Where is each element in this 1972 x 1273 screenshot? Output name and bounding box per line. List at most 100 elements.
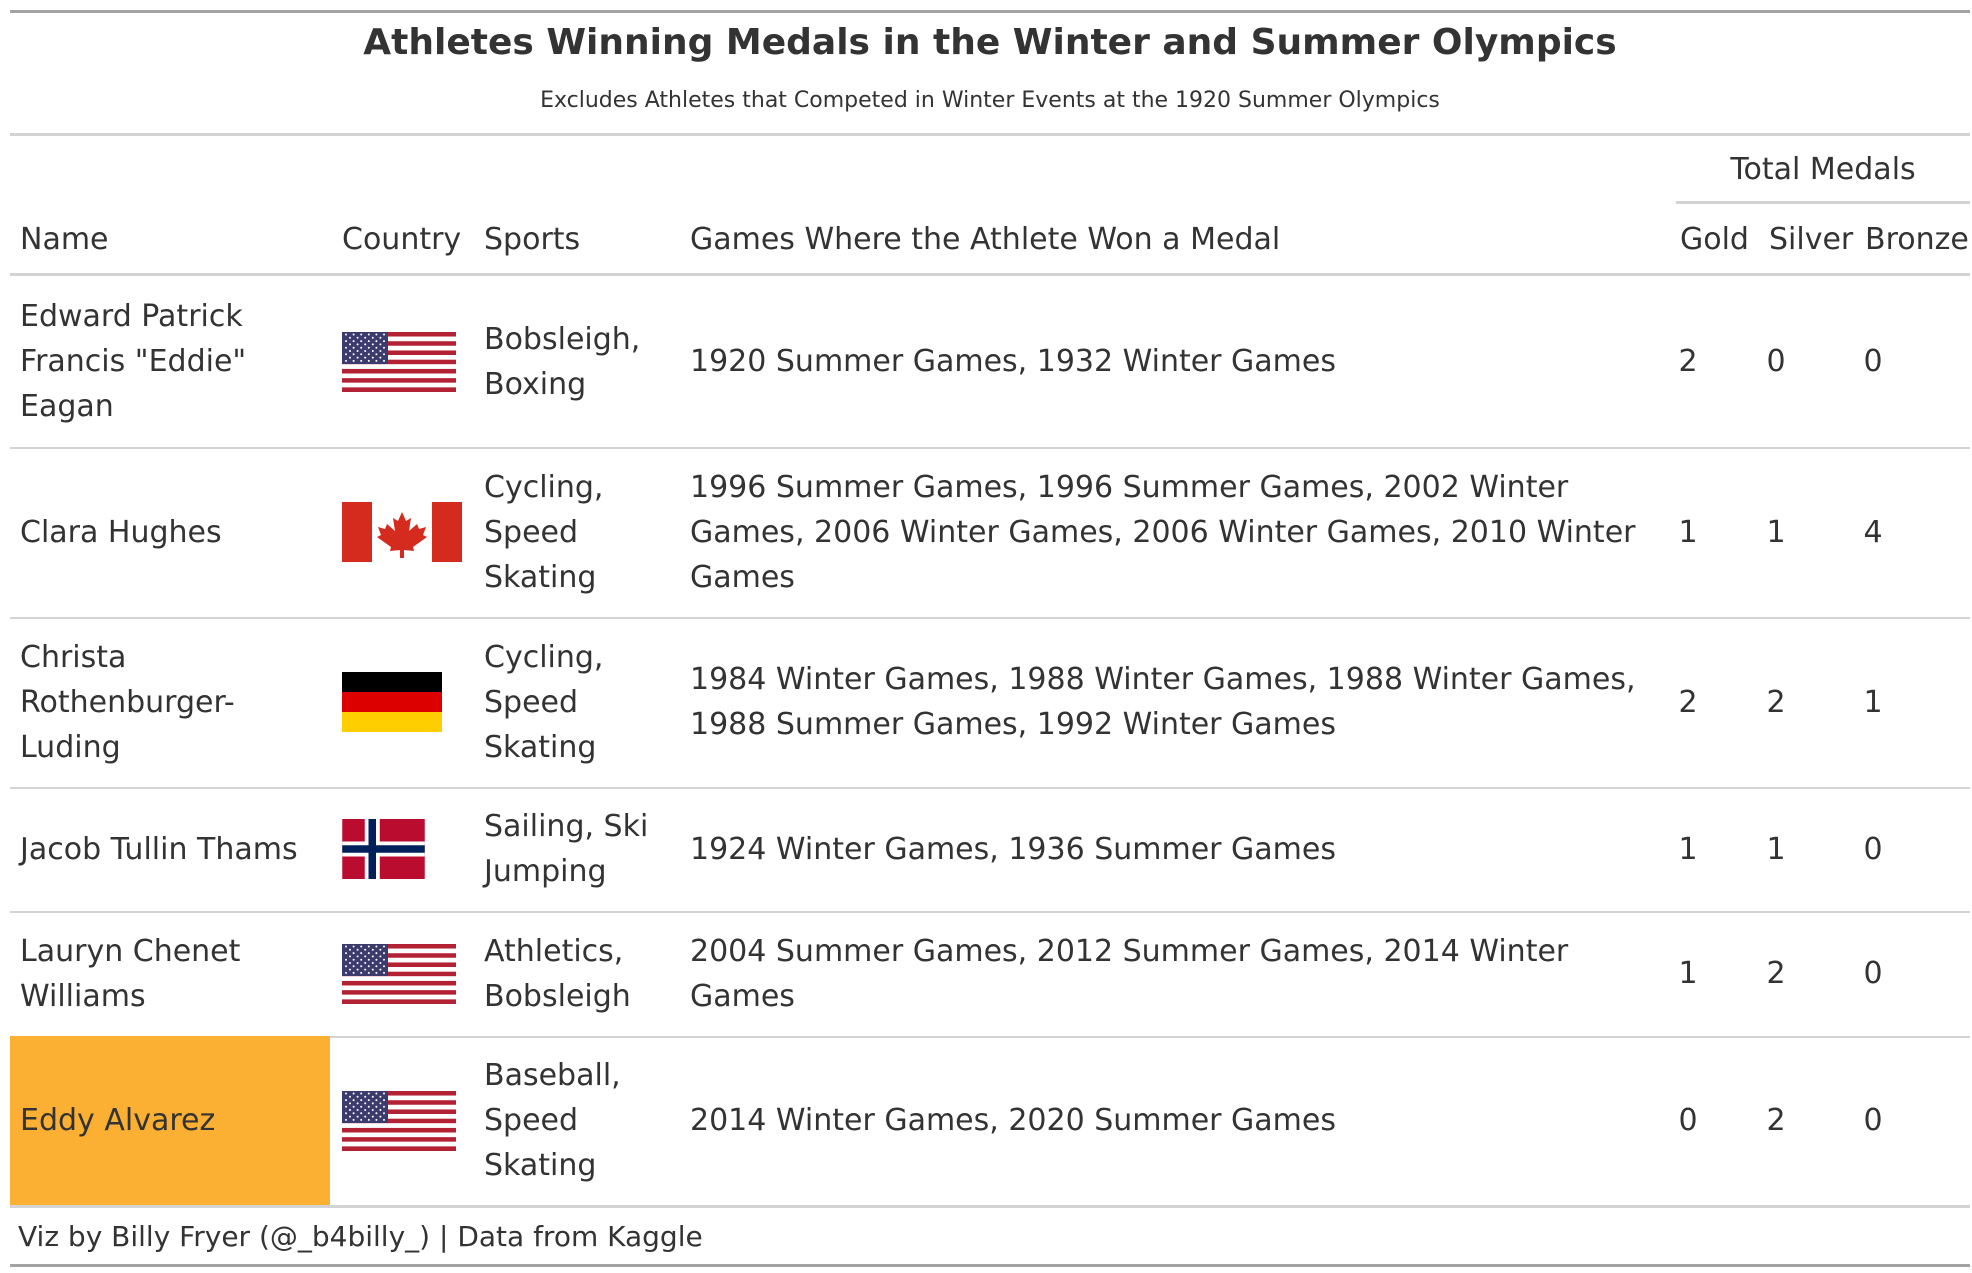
gold-count-cell-text: 0 — [1678, 1103, 1698, 1138]
athlete-name-cell: Edward Patrick Francis "Eddie" Eagan — [10, 276, 330, 447]
country-flag-cell — [342, 1036, 462, 1205]
row-divider — [10, 1036, 1970, 1038]
column-header-gold: Gold — [1680, 222, 1749, 257]
sports-cell-text: Bobsleigh, Boxing — [484, 321, 641, 402]
column-header-games: Games Where the Athlete Won a Medal — [690, 222, 1281, 257]
norway-flag-icon — [342, 819, 425, 879]
silver-count-cell: 2 — [1746, 617, 1806, 787]
country-flag-cell — [342, 617, 462, 787]
source-note: Viz by Billy Fryer (@_b4billy_) | Data f… — [18, 1220, 703, 1253]
gold-count-cell: 0 — [1658, 1036, 1718, 1205]
games-cell-text: 1920 Summer Games, 1932 Winter Games — [690, 344, 1336, 379]
us-flag-icon — [342, 943, 456, 1004]
sports-cell-text: Cycling, Speed Skating — [484, 469, 604, 595]
column-header-silver: Silver — [1769, 222, 1854, 257]
canada-flag-icon — [342, 502, 462, 562]
us-flag-icon — [342, 1090, 456, 1151]
column-header-bronze: Bronze — [1865, 222, 1969, 257]
sports-cell: Baseball, Speed Skating — [484, 1036, 664, 1205]
games-cell: 1920 Summer Games, 1932 Winter Games — [690, 276, 1660, 447]
sports-cell: Athletics, Bobsleigh — [484, 911, 664, 1036]
sports-cell-text: Cycling, Speed Skating — [484, 639, 604, 765]
row-divider — [10, 617, 1970, 619]
gold-count-cell: 2 — [1658, 276, 1718, 447]
bronze-count-cell-text: 0 — [1863, 831, 1883, 867]
country-flag-cell — [342, 787, 462, 911]
bronze-count-cell-text: 0 — [1863, 1103, 1883, 1138]
athlete-name-cell-text: Eddy Alvarez — [20, 1103, 216, 1138]
row-divider — [10, 911, 1970, 913]
athlete-name-cell: Clara Hughes — [10, 447, 330, 617]
bronze-count-cell-text: 1 — [1863, 684, 1883, 720]
header-rule — [10, 273, 1970, 276]
total-medals-spanner: Total Medals — [1730, 152, 1916, 187]
gold-count-cell: 1 — [1658, 911, 1718, 1036]
country-flag-cell — [342, 911, 462, 1036]
silver-count-cell: 0 — [1746, 276, 1806, 447]
spanner-rule — [1676, 201, 1970, 204]
germany-flag-icon — [342, 672, 442, 732]
column-header-sports: Sports — [484, 222, 581, 257]
sports-cell-text: Sailing, Ski Jumping — [484, 809, 649, 889]
sports-cell: Cycling, Speed Skating — [484, 447, 664, 617]
bronze-count-cell: 0 — [1843, 1036, 1903, 1205]
athlete-name-cell: Lauryn Chenet Williams — [10, 911, 330, 1036]
athlete-name-cell: Christa Rothenburger-Luding — [10, 617, 330, 787]
silver-count-cell-text: 2 — [1766, 1103, 1786, 1138]
bronze-count-cell-text: 0 — [1863, 344, 1883, 379]
silver-count-cell-text: 2 — [1766, 956, 1786, 991]
athlete-name-cell-text: Edward Patrick Francis "Eddie" Eagan — [20, 299, 247, 424]
silver-count-cell-text: 0 — [1766, 344, 1786, 379]
games-cell: 1996 Summer Games, 1996 Summer Games, 20… — [690, 447, 1660, 617]
sports-cell: Bobsleigh, Boxing — [484, 276, 664, 447]
sports-cell-text: Athletics, Bobsleigh — [484, 933, 631, 1014]
silver-count-cell: 2 — [1746, 911, 1806, 1036]
column-header-name: Name — [20, 222, 109, 257]
country-flag-cell — [342, 276, 462, 447]
games-cell-text: 1924 Winter Games, 1936 Summer Games — [690, 831, 1336, 867]
athlete-name-cell: Jacob Tullin Thams — [10, 787, 330, 911]
gold-count-cell-text: 2 — [1678, 684, 1698, 720]
gold-count-cell: 1 — [1658, 447, 1718, 617]
gold-count-cell: 2 — [1658, 617, 1718, 787]
games-cell: 2014 Winter Games, 2020 Summer Games — [690, 1036, 1660, 1205]
games-cell: 1924 Winter Games, 1936 Summer Games — [690, 787, 1660, 911]
footer-rule — [10, 1205, 1970, 1208]
games-cell-text: 1996 Summer Games, 1996 Summer Games, 20… — [690, 469, 1636, 595]
bottom-rule — [10, 1264, 1970, 1267]
bronze-count-cell-text: 4 — [1863, 514, 1883, 550]
row-divider — [10, 787, 1970, 789]
gold-count-cell-text: 1 — [1678, 514, 1698, 550]
bronze-count-cell: 0 — [1843, 787, 1903, 911]
games-cell-text: 1984 Winter Games, 1988 Winter Games, 19… — [690, 662, 1636, 742]
gold-count-cell-text: 2 — [1678, 344, 1698, 379]
silver-count-cell-text: 2 — [1766, 684, 1786, 720]
sports-cell-text: Baseball, Speed Skating — [484, 1058, 621, 1183]
games-cell: 2004 Summer Games, 2012 Summer Games, 20… — [690, 911, 1660, 1036]
silver-count-cell: 1 — [1746, 787, 1806, 911]
bronze-count-cell: 1 — [1843, 617, 1903, 787]
athlete-name-cell-text: Jacob Tullin Thams — [20, 831, 298, 867]
athlete-name-cell-text: Clara Hughes — [20, 514, 222, 550]
silver-count-cell: 2 — [1746, 1036, 1806, 1205]
games-cell: 1984 Winter Games, 1988 Winter Games, 19… — [690, 617, 1660, 787]
gold-count-cell-text: 1 — [1678, 956, 1698, 991]
country-flag-cell — [342, 447, 462, 617]
bronze-count-cell: 0 — [1843, 276, 1903, 447]
sports-cell: Cycling, Speed Skating — [484, 617, 664, 787]
silver-count-cell-text: 1 — [1766, 831, 1786, 867]
column-header-country: Country — [342, 222, 462, 257]
chart-title: Athletes Winning Medals in the Winter an… — [363, 22, 1617, 63]
gold-count-cell: 1 — [1658, 787, 1718, 911]
gold-count-cell-text: 1 — [1678, 831, 1698, 867]
subtitle-rule — [10, 133, 1970, 136]
bronze-count-cell: 4 — [1843, 447, 1903, 617]
top-rule — [10, 10, 1970, 13]
silver-count-cell: 1 — [1746, 447, 1806, 617]
silver-count-cell-text: 1 — [1766, 514, 1786, 550]
row-divider — [10, 447, 1970, 449]
games-cell-text: 2004 Summer Games, 2012 Summer Games, 20… — [690, 933, 1569, 1014]
athlete-name-cell: Eddy Alvarez — [10, 1036, 330, 1205]
chart-subtitle: Excludes Athletes that Competed in Winte… — [540, 88, 1440, 113]
bronze-count-cell: 0 — [1843, 911, 1903, 1036]
